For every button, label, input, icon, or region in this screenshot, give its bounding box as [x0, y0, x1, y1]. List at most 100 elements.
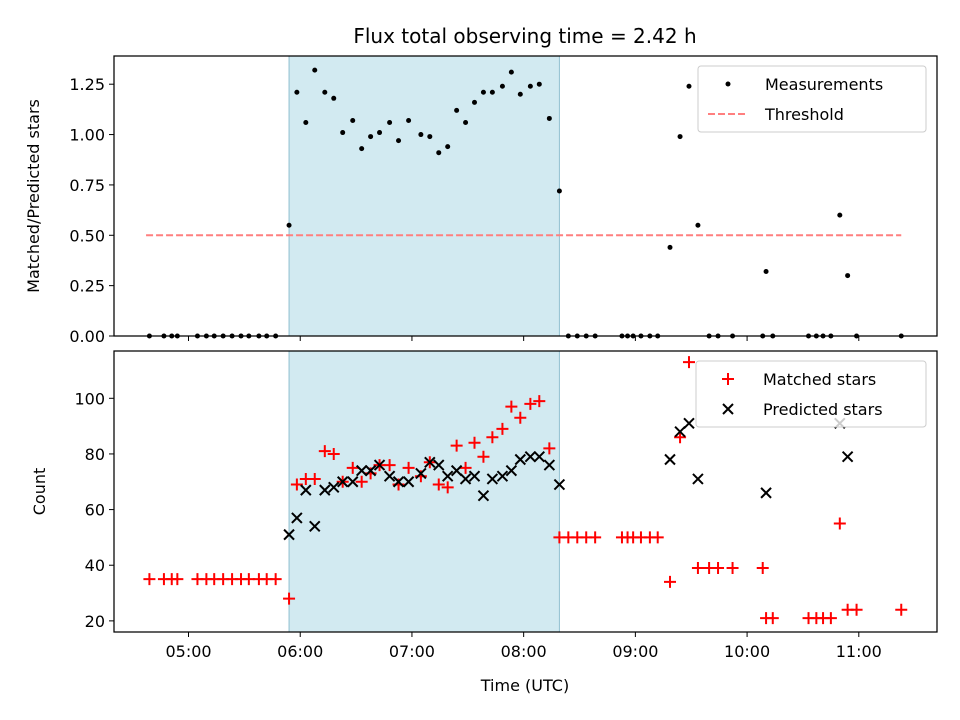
matched-star-point — [543, 442, 556, 455]
legend-measurements-label: Measurements — [765, 75, 883, 94]
measurement-point — [418, 132, 424, 138]
matched-star-point — [459, 461, 472, 474]
matched-star-point — [432, 478, 445, 491]
predicted-star-point — [402, 476, 415, 488]
measurement-point — [546, 115, 552, 121]
predicted-star-point — [692, 473, 704, 485]
measurement-point — [368, 134, 374, 140]
y-tick-label: 40 — [85, 556, 105, 575]
x-axis-label: Time (UTC) — [480, 676, 569, 695]
matched-star-point — [171, 573, 184, 586]
measurement-point — [406, 117, 412, 123]
matched-star-point — [242, 573, 255, 586]
predicted-star-point — [441, 470, 454, 482]
matched-star-point — [766, 612, 779, 625]
predicted-star-point — [392, 476, 405, 488]
observing-window-shade — [288, 55, 560, 337]
measurement-point — [489, 89, 495, 95]
measurement-point — [350, 117, 356, 123]
measurement-point — [312, 67, 318, 73]
y-tick-label: 0.25 — [69, 277, 105, 296]
matched-star-point — [674, 431, 687, 444]
predicted-stars-series — [283, 417, 854, 541]
y-tick-label: 20 — [85, 612, 105, 631]
top-legend: Measurements Threshold — [697, 65, 927, 133]
matched-star-point — [383, 459, 396, 472]
measurement-point — [454, 107, 460, 113]
matched-star-point — [283, 592, 296, 605]
bottom-axes-frame — [113, 350, 938, 633]
legend-measurements-marker — [725, 81, 731, 87]
x-tick-label: 06:00 — [277, 642, 323, 661]
predicted-star-point — [683, 417, 695, 430]
bottom-legend-box — [695, 360, 927, 428]
y-tick-label: 0.75 — [69, 176, 105, 195]
y-tick-label: 80 — [85, 445, 105, 464]
predicted-star-point — [291, 512, 303, 524]
predicted-star-point — [347, 476, 359, 488]
predicted-star-point — [373, 459, 386, 471]
matched-star-point — [355, 475, 368, 488]
legend-matched-marker — [722, 373, 734, 385]
measurement-point — [445, 144, 451, 150]
measurement-point — [377, 130, 383, 136]
predicted-star-point — [514, 453, 527, 466]
matched-star-point — [290, 478, 303, 491]
measurement-point — [677, 134, 683, 140]
matched-star-point — [850, 603, 863, 616]
predicted-star-point — [283, 528, 295, 541]
measurement-point — [472, 99, 478, 105]
predicted-star-point — [760, 487, 772, 499]
legend-threshold-label: Threshold — [764, 105, 844, 124]
bottom-y-axis-label: Count — [30, 468, 49, 516]
predicted-star-point — [383, 470, 396, 482]
top-x-ticks — [188, 336, 860, 341]
matched-star-point — [589, 531, 602, 544]
matched-star-point — [524, 397, 537, 410]
matched-star-point — [346, 461, 359, 474]
measurement-point — [331, 95, 337, 101]
top-y-ticks: 0.00 0.25 0.50 0.75 1.00 1.25 — [69, 75, 114, 346]
bottom-x-ticks: 05:00 06:00 07:00 08:00 09:00 10:00 11:00 — [165, 632, 882, 661]
measurement-point — [359, 146, 365, 152]
matched-star-point — [496, 422, 509, 435]
predicted-star-point — [543, 459, 556, 471]
matched-star-point — [143, 573, 156, 586]
predicted-star-point — [664, 453, 676, 466]
x-tick-label: 07:00 — [389, 642, 435, 661]
bottom-panel: 20 40 60 80 100 05:00 06:00 07:00 08:00 09:00 10:… — [30, 350, 938, 695]
top-axes-frame — [113, 55, 938, 337]
matched-star-point — [402, 461, 415, 474]
predicted-star-point — [300, 484, 312, 496]
measurement-point — [686, 83, 692, 89]
predicted-star-point — [328, 481, 340, 494]
y-tick-label: 0.50 — [69, 226, 105, 245]
x-tick-label: 08:00 — [501, 642, 547, 661]
matched-stars-series — [143, 356, 908, 625]
measurement-point — [527, 83, 533, 89]
legend-predicted-marker — [722, 403, 734, 415]
predicted-star-point — [496, 470, 509, 482]
matched-star-point — [308, 472, 321, 485]
matched-star-point — [682, 356, 695, 369]
predicted-star-point — [336, 476, 349, 488]
matched-star-point — [651, 531, 664, 544]
matched-star-point — [477, 450, 490, 463]
measurement-point — [499, 83, 505, 89]
measurement-point — [294, 89, 300, 95]
matched-star-point — [327, 447, 340, 460]
predicted-star-point — [319, 484, 331, 496]
matched-star-point — [833, 517, 846, 530]
measurement-point — [536, 81, 542, 87]
measurement-point — [340, 130, 346, 136]
top-y-axis-label: Matched/Predicted stars — [24, 99, 43, 293]
y-tick-label: 1.25 — [69, 75, 105, 94]
matched-star-point — [505, 400, 518, 413]
matched-star-point — [468, 436, 481, 449]
predicted-star-point — [459, 473, 472, 485]
measurement-point — [517, 91, 523, 97]
predicted-star-point — [364, 464, 377, 477]
matched-star-point — [712, 562, 725, 575]
top-panel: 0.00 0.25 0.50 0.75 1.00 1.25 Matched/Predict… — [24, 55, 938, 346]
